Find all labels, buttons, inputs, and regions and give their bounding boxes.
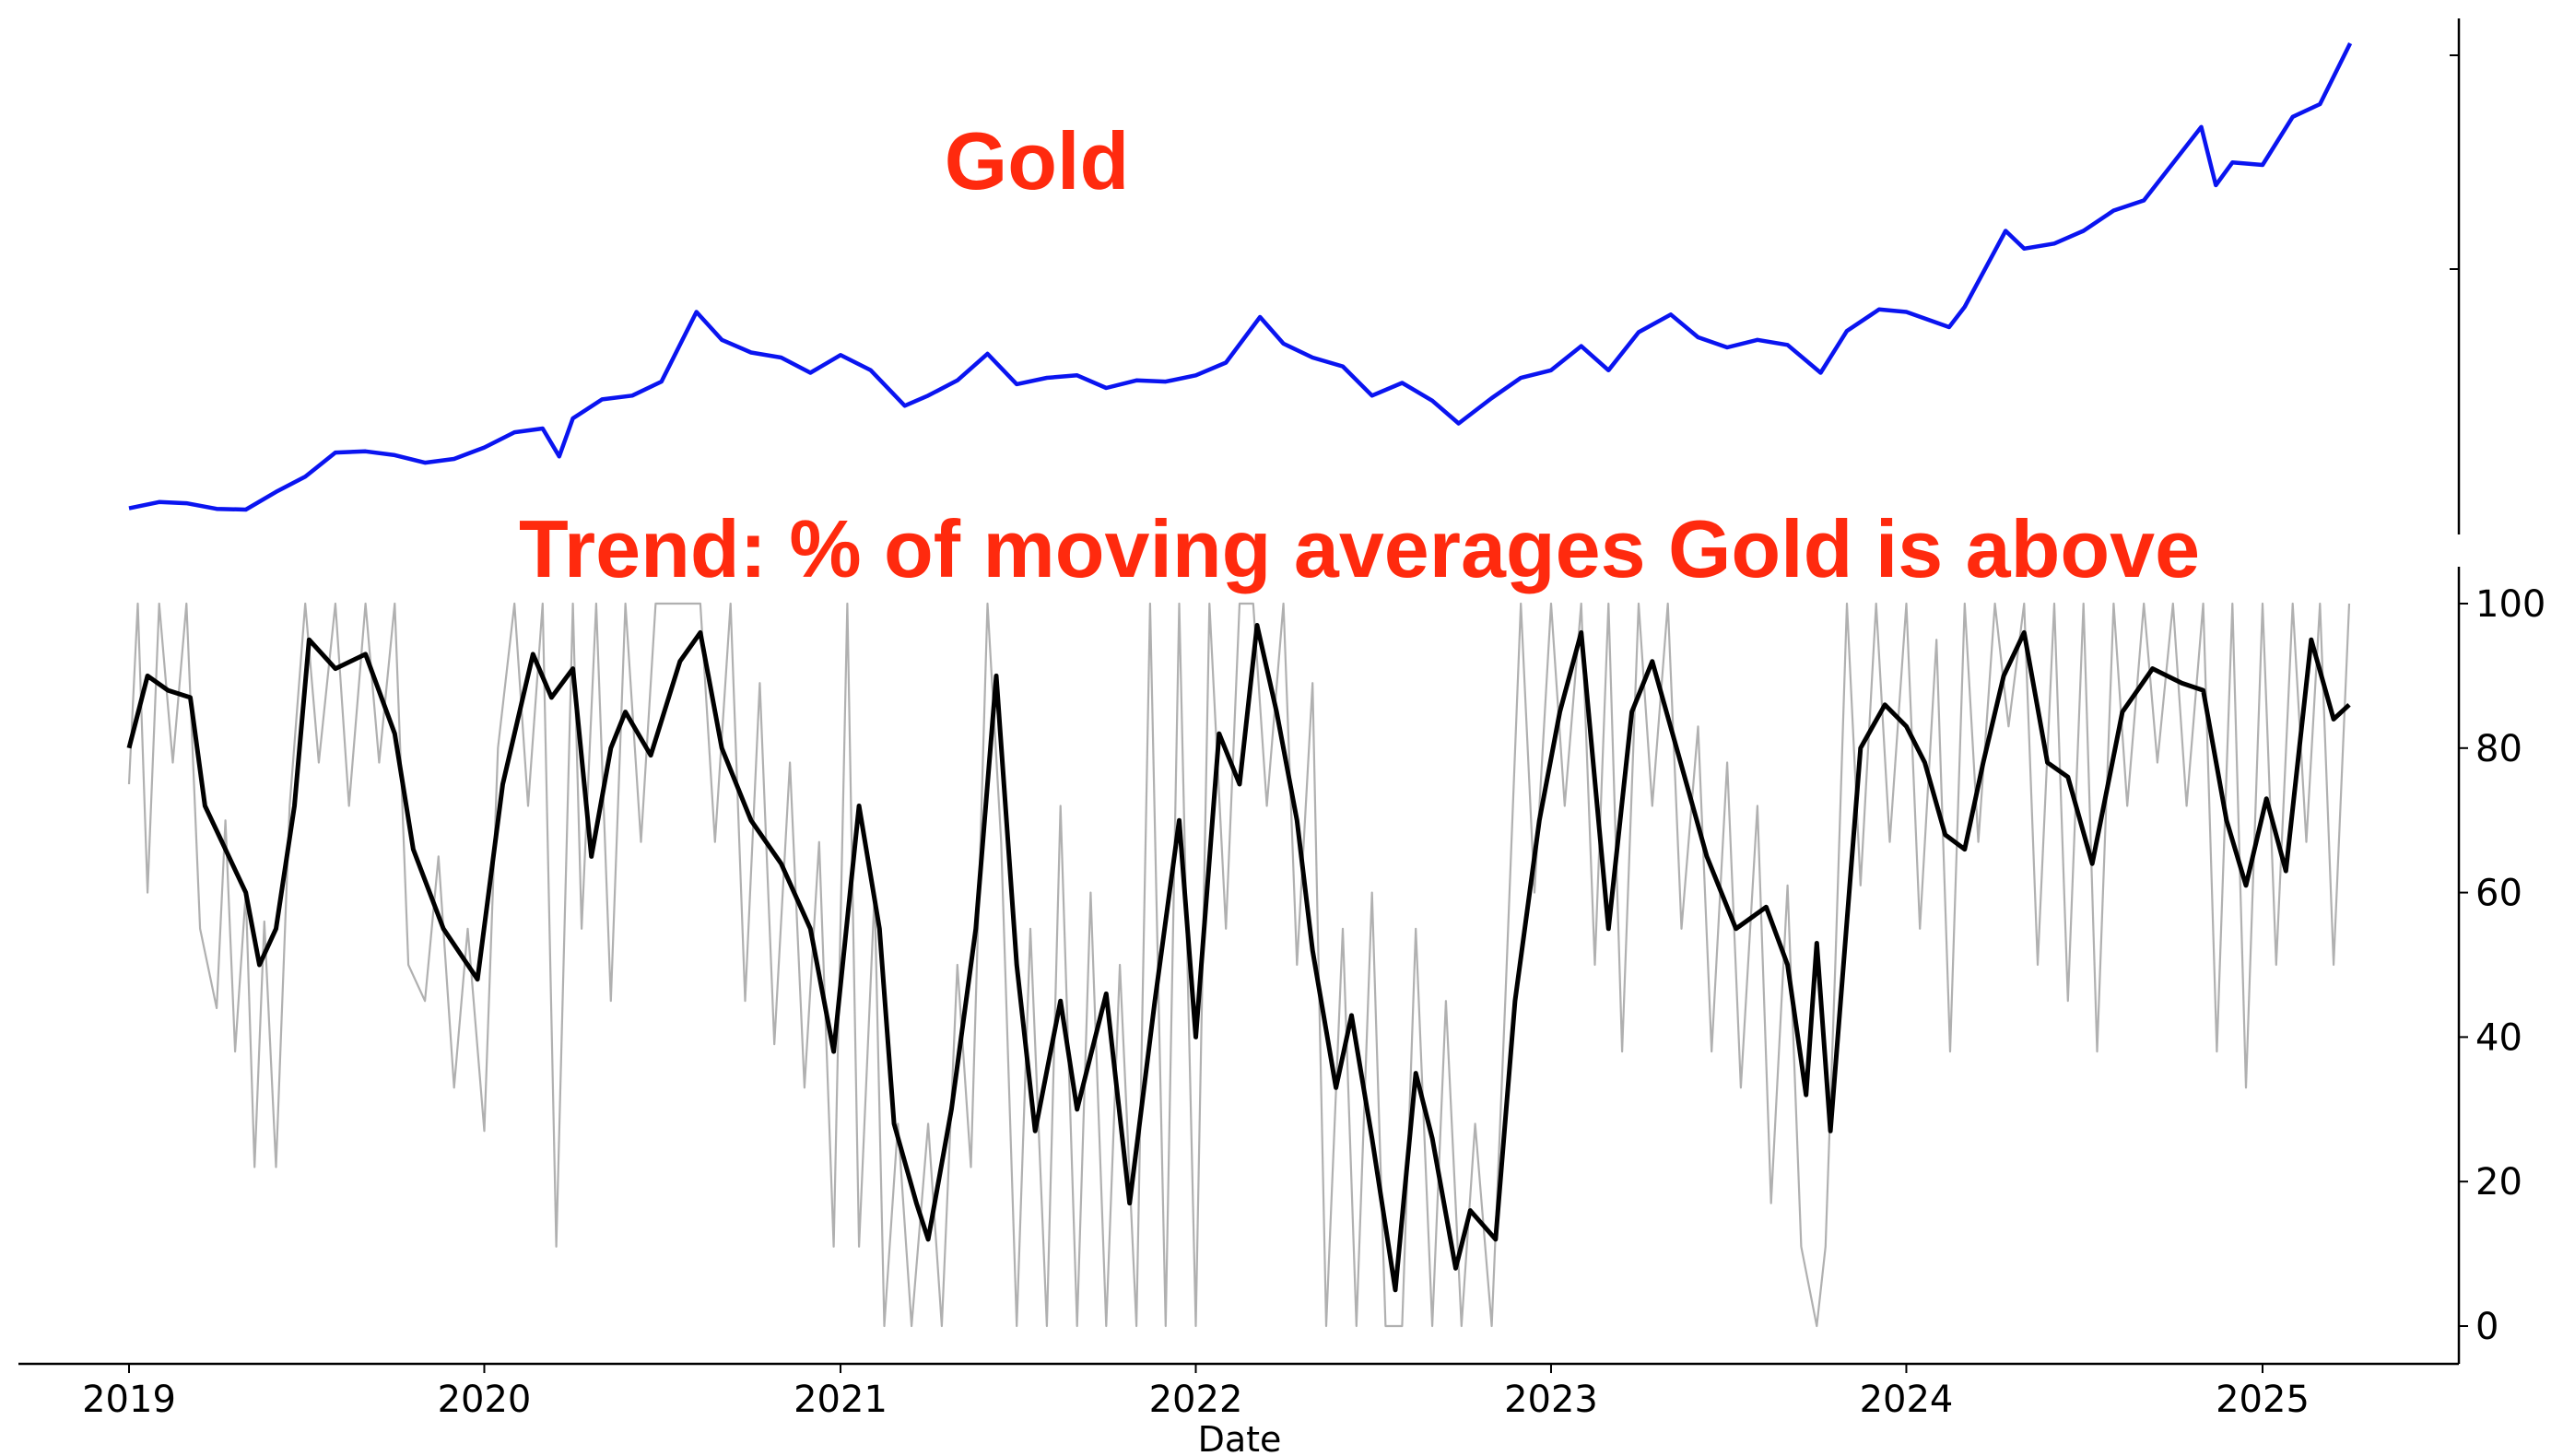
- x-tick-label: 2023: [1504, 1379, 1598, 1421]
- y-tick-label: 60: [2475, 873, 2522, 915]
- x-tick-label: 2021: [794, 1379, 888, 1421]
- trend-panel: 0 20 40 60 80 100 2019 2020 2021 2022 2023 2024 2025: [18, 567, 2545, 1421]
- y-tick-label: 100: [2475, 583, 2545, 626]
- y-tick-label: 40: [2475, 1016, 2522, 1059]
- x-axis-label: Date: [1198, 1419, 1282, 1456]
- trend-title: Trend: % of moving averages Gold is abov…: [519, 503, 2200, 594]
- x-tick-label: 2020: [438, 1379, 532, 1421]
- trend-raw-line: [127, 602, 2351, 1328]
- x-tick-label: 2019: [82, 1379, 176, 1421]
- y-tick-label: 20: [2475, 1161, 2522, 1204]
- gold-title: Gold: [945, 115, 1129, 206]
- x-tick-label: 2024: [1860, 1379, 1954, 1421]
- gold-price-line: [128, 41, 2353, 512]
- trend-smoothed-line: [126, 623, 2351, 1293]
- y-tick-label: 80: [2475, 728, 2522, 770]
- x-tick-label: 2025: [2216, 1379, 2310, 1421]
- y-tick-label: 0: [2475, 1306, 2498, 1348]
- x-tick-label: 2022: [1149, 1379, 1243, 1421]
- gold-panel: [128, 18, 2461, 534]
